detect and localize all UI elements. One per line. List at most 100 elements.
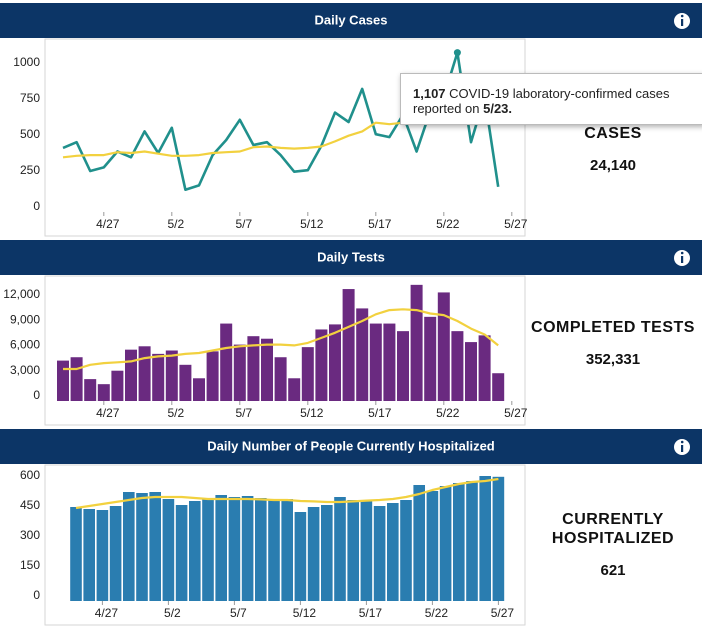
bar bbox=[479, 476, 491, 601]
x-tick-label: 5/17 bbox=[368, 217, 392, 231]
bar bbox=[410, 284, 423, 401]
bar bbox=[281, 499, 293, 601]
x-tick-label: 5/27 bbox=[491, 606, 515, 620]
y-tick-label: 750 bbox=[20, 91, 40, 105]
bar bbox=[294, 512, 307, 601]
bar bbox=[96, 510, 109, 601]
bar bbox=[109, 506, 122, 601]
bar bbox=[247, 336, 260, 401]
bar bbox=[136, 493, 148, 601]
bar bbox=[321, 505, 333, 601]
info-icon-dot bbox=[680, 251, 684, 255]
line bbox=[63, 308, 499, 371]
bar bbox=[189, 501, 201, 601]
bar bbox=[466, 481, 478, 601]
bar bbox=[220, 323, 233, 401]
y-tick-label: 500 bbox=[20, 127, 40, 141]
bar bbox=[360, 501, 373, 601]
bar bbox=[478, 335, 491, 401]
bar bbox=[70, 357, 83, 401]
bar bbox=[465, 342, 477, 401]
y-tick-label: 6,000 bbox=[10, 338, 40, 352]
x-tick-label: 5/2 bbox=[164, 606, 181, 620]
y-tick-label: 0 bbox=[33, 588, 40, 602]
bar bbox=[413, 485, 425, 601]
bar bbox=[241, 496, 254, 601]
bar bbox=[206, 351, 219, 401]
y-tick-label: 12,000 bbox=[3, 287, 40, 301]
y-tick-label: 0 bbox=[33, 199, 40, 213]
panel-header bbox=[0, 429, 702, 464]
bar bbox=[70, 507, 82, 601]
bar bbox=[255, 498, 267, 601]
bar bbox=[329, 324, 341, 401]
bar bbox=[274, 357, 287, 401]
tooltip-date: 5/23. bbox=[483, 101, 513, 116]
kpi: COMPLETED TESTS 352,331 bbox=[528, 318, 698, 368]
info-icon-dot bbox=[680, 440, 684, 444]
bar bbox=[261, 338, 273, 401]
x-tick-label: 5/22 bbox=[436, 406, 460, 420]
x-tick-label: 5/2 bbox=[167, 217, 184, 231]
bar bbox=[307, 507, 320, 601]
bar bbox=[342, 289, 355, 401]
y-tick-label: 600 bbox=[20, 468, 40, 482]
x-tick-label: 5/12 bbox=[300, 217, 324, 231]
bar bbox=[215, 495, 227, 601]
info-icon-stem bbox=[681, 256, 684, 263]
tooltip: 1,107 COVID-19 laboratory-confirmed case… bbox=[400, 73, 702, 125]
hover-point bbox=[453, 49, 461, 57]
x-tick-label: 4/27 bbox=[96, 217, 120, 231]
line bbox=[75, 477, 499, 510]
bar bbox=[83, 509, 95, 601]
kpi: CURRENTLY HOSPITALIZED 621 bbox=[528, 510, 698, 579]
bar bbox=[315, 329, 328, 401]
bar bbox=[162, 499, 175, 601]
bar bbox=[426, 491, 439, 601]
bar bbox=[165, 350, 178, 401]
x-tick-label: 5/2 bbox=[167, 406, 184, 420]
bar bbox=[228, 497, 241, 601]
kpi-value: 621 bbox=[600, 562, 626, 579]
bar bbox=[453, 483, 465, 601]
bar bbox=[152, 353, 165, 401]
bar bbox=[268, 499, 280, 601]
bar bbox=[97, 384, 110, 401]
x-tick-label: 5/27 bbox=[504, 406, 528, 420]
bar bbox=[149, 492, 161, 601]
bar bbox=[383, 323, 396, 401]
bar bbox=[84, 379, 97, 401]
bar bbox=[492, 476, 505, 601]
x-tick-label: 5/27 bbox=[504, 217, 528, 231]
x-tick-label: 5/12 bbox=[293, 606, 317, 620]
panel-title: Daily Cases bbox=[315, 12, 388, 27]
panel-header bbox=[0, 3, 702, 38]
bar bbox=[387, 503, 399, 601]
x-tick-label: 4/27 bbox=[95, 606, 119, 620]
kpi: CASES 24,140 bbox=[528, 124, 698, 174]
bar bbox=[179, 364, 192, 401]
bar bbox=[437, 292, 450, 401]
info-icon-dot bbox=[680, 14, 684, 18]
panel-title: Daily Number of People Currently Hospita… bbox=[207, 438, 495, 453]
bar bbox=[138, 346, 151, 401]
info-icon-stem bbox=[681, 445, 684, 452]
tooltip-value: 1,107 bbox=[413, 86, 446, 101]
plot-frame bbox=[44, 275, 526, 426]
bar bbox=[111, 370, 124, 401]
kpi-label: COMPLETED TESTS bbox=[531, 319, 695, 336]
plot-frame bbox=[44, 464, 526, 626]
bar bbox=[492, 373, 505, 401]
panel-header bbox=[0, 240, 702, 275]
kpi-value: 352,331 bbox=[585, 351, 641, 368]
tooltip-text: COVID-19 laboratory-confirmed cases repo… bbox=[413, 86, 670, 116]
x-tick-label: 5/17 bbox=[368, 406, 392, 420]
panel-title: Daily Tests bbox=[317, 249, 385, 264]
bar bbox=[347, 500, 359, 601]
bar bbox=[439, 486, 452, 601]
x-tick-label: 5/17 bbox=[359, 606, 383, 620]
bar bbox=[175, 505, 188, 601]
bar bbox=[373, 506, 386, 601]
